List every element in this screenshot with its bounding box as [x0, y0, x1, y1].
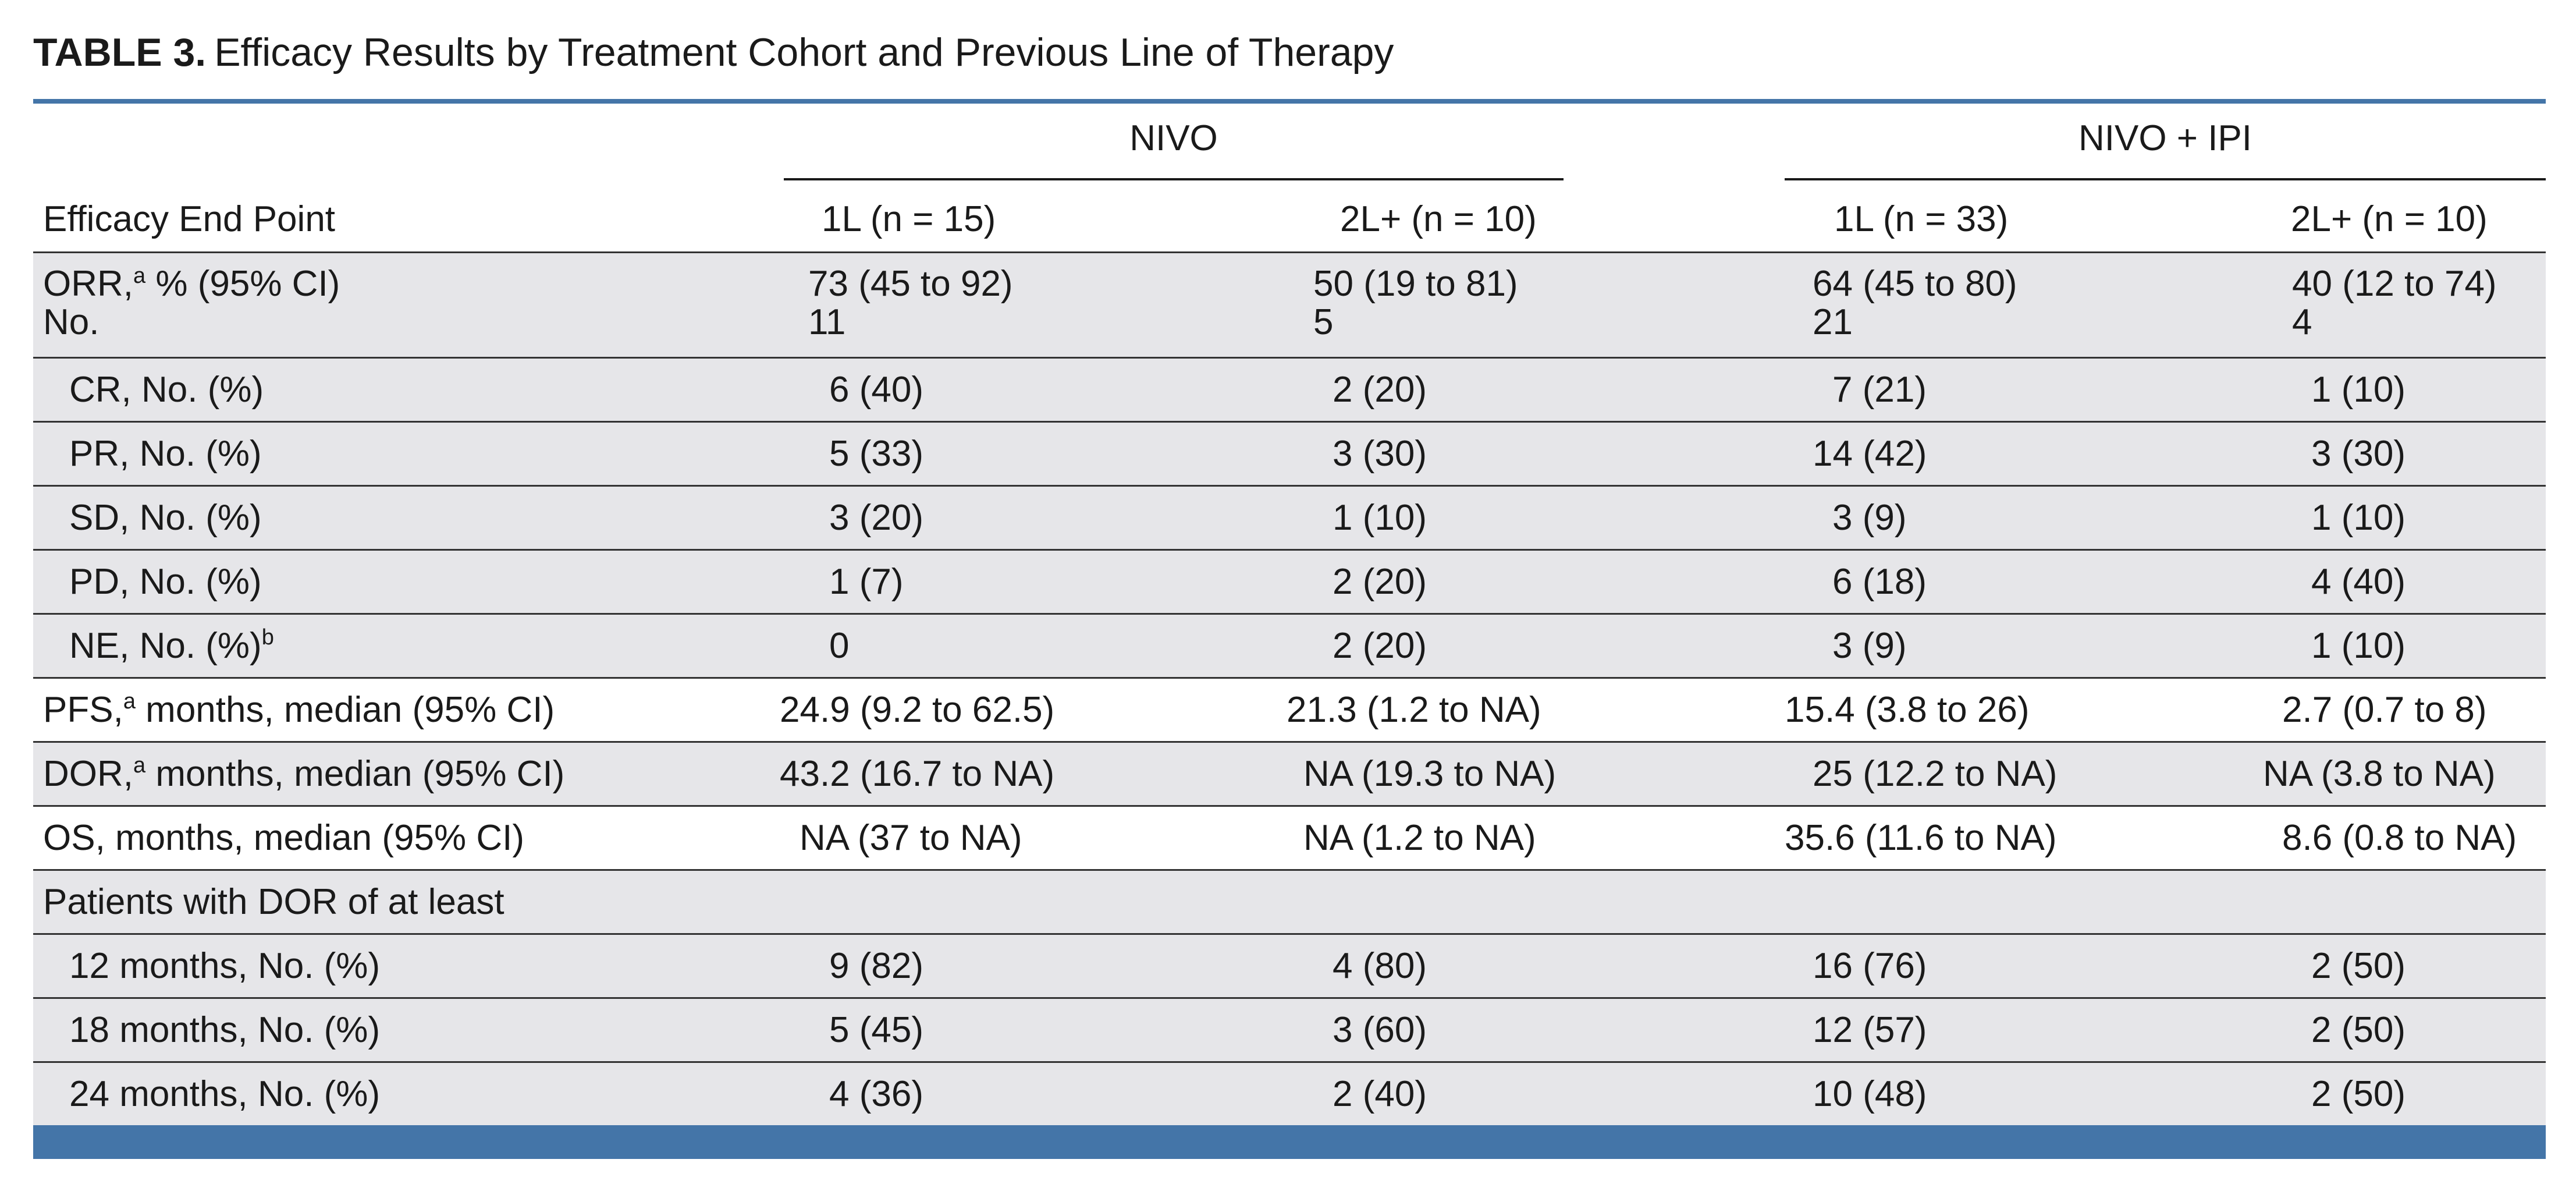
table-row-dor-section: Patients with DOR of at least [33, 871, 2546, 935]
table-cell: 3 (20) [829, 498, 923, 538]
column-header-ipi-2l: 2L+ (n = 10) [2291, 199, 2488, 239]
table-cell: 1 (10) [2311, 498, 2406, 538]
table-row-dor-18: 18 months, No. (%) 5 (45) 3 (60) 12 (57)… [33, 999, 2546, 1063]
table-cell: 24.9 (9.2 to 62.5) [780, 690, 1055, 730]
table-cell: 64 (45 to 80) 21 [1813, 264, 2017, 342]
column-header-nivo-1l: 1L (n = 15) [822, 199, 996, 239]
column-header-ipi-1l: 1L (n = 33) [1834, 199, 2009, 239]
group-nivo: NIVO [1129, 118, 1218, 158]
row-label: OS, months, median (95% CI) [43, 818, 524, 858]
row-label: PD, No. (%) [69, 562, 262, 602]
table-row-ne: NE, No. (%)b 0 2 (20) 3 (9) 1 (10) [33, 615, 2546, 679]
table-cell: 7 (21) [1832, 370, 1927, 410]
table-cell: 3 (60) [1333, 1010, 1427, 1050]
table-row-pr: PR, No. (%) 5 (33) 3 (30) 14 (42) 3 (30) [33, 423, 2546, 487]
table-cell: 4 (40) [2311, 562, 2406, 602]
footnote-a: a [123, 689, 136, 714]
table-row-cr: CR, No. (%) 6 (40) 2 (20) 7 (21) 1 (10) [33, 359, 2546, 423]
table-cell: NA (3.8 to NA) [2263, 754, 2496, 794]
row-label: 12 months, No. (%) [69, 946, 381, 986]
table-row-dor: DOR,a months, median (95% CI) 43.2 (16.7… [33, 743, 2546, 807]
table-cell: 4 (80) [1333, 946, 1427, 986]
footnote-b: b [261, 625, 274, 650]
table-cell: 6 (18) [1832, 562, 1927, 602]
table-row-dor-12: 12 months, No. (%) 9 (82) 4 (80) 16 (76)… [33, 935, 2546, 999]
table-cell: 2 (20) [1333, 562, 1427, 602]
table-cell: 2 (50) [2311, 1010, 2406, 1050]
table-cell: 12 (57) [1813, 1010, 1927, 1050]
row-label: Patients with DOR of at least [43, 882, 504, 922]
table-cell: 2 (50) [2311, 1074, 2406, 1114]
table-cell: 9 (82) [829, 946, 923, 986]
table-cell: 2 (40) [1333, 1074, 1427, 1114]
group-nivo-ipi: NIVO + IPI [2078, 118, 2252, 158]
table-cell: NA (37 to NA) [800, 818, 1022, 858]
table-cell: 3 (30) [2311, 434, 2406, 474]
table-header: NIVO NIVO + IPI Efficacy End Point 1L (n… [33, 104, 2546, 251]
header-rule [33, 251, 2546, 253]
table-cell: 3 (9) [1832, 626, 1907, 666]
footnote-a: a [133, 753, 146, 778]
table-cell: 14 (42) [1813, 434, 1927, 474]
table-number: TABLE 3. [33, 30, 207, 75]
table-cell: 50 (19 to 81) 5 [1313, 264, 1518, 342]
table-figure: TABLE 3. Efficacy Results by Treatment Co… [33, 23, 2546, 1159]
table-cell: 8.6 (0.8 to NA) [2282, 818, 2517, 858]
table-cell: 73 (45 to 92) 11 [808, 264, 1013, 342]
table-cell: 3 (30) [1333, 434, 1427, 474]
row-label: ORR,a % (95% CI) No. [43, 264, 340, 342]
table-cell: 21.3 (1.2 to NA) [1287, 690, 1541, 730]
table-cell: 25 (12.2 to NA) [1813, 754, 2058, 794]
row-label: DOR,a months, median (95% CI) [43, 753, 565, 794]
table-cell: 10 (48) [1813, 1074, 1927, 1114]
table-title: TABLE 3. Efficacy Results by Treatment Co… [33, 23, 2546, 81]
table-row-orr: ORR,a % (95% CI) No. 73 (45 to 92) 11 50 … [33, 253, 2546, 359]
table-cell: 1 (10) [2311, 626, 2406, 666]
row-label: 18 months, No. (%) [69, 1010, 381, 1050]
table-cell: 16 (76) [1813, 946, 1927, 986]
table-row-pd: PD, No. (%) 1 (7) 2 (20) 6 (18) 4 (40) [33, 551, 2546, 615]
bottom-rule [33, 1125, 2546, 1159]
table-cell: 0 [829, 626, 850, 666]
table-cell: 5 (33) [829, 434, 923, 474]
table-cell: 6 (40) [829, 370, 923, 410]
row-sublabel: No. [43, 302, 100, 342]
group-nivo-ipi-rule [1785, 178, 2546, 180]
table-cell: 3 (9) [1832, 498, 1907, 538]
column-header-nivo-2l: 2L+ (n = 10) [1340, 199, 1537, 239]
table-row-sd: SD, No. (%) 3 (20) 1 (10) 3 (9) 1 (10) [33, 487, 2546, 551]
footnote-a: a [133, 264, 146, 288]
table-cell: 2 (20) [1333, 626, 1427, 666]
table-cell: 1 (7) [829, 562, 904, 602]
row-label: PR, No. (%) [69, 434, 262, 474]
table-cell: 2.7 (0.7 to 8) [2282, 690, 2487, 730]
table-cell: NA (1.2 to NA) [1303, 818, 1536, 858]
row-label: 24 months, No. (%) [69, 1074, 381, 1114]
table-cell: 15.4 (3.8 to 26) [1785, 690, 2030, 730]
table-cell: 43.2 (16.7 to NA) [780, 754, 1055, 794]
row-label: NE, No. (%)b [69, 625, 274, 666]
table-body: ORR,a % (95% CI) No. 73 (45 to 92) 11 50 … [33, 253, 2546, 1125]
table-cell: 5 (45) [829, 1010, 923, 1050]
column-header-endpoint: Efficacy End Point [43, 199, 336, 239]
row-label: PFS,a months, median (95% CI) [43, 689, 555, 730]
table-row-pfs: PFS,a months, median (95% CI) 24.9 (9.2 … [33, 679, 2546, 743]
table-cell: 40 (12 to 74) 4 [2292, 264, 2497, 342]
table-cell: NA (19.3 to NA) [1303, 754, 1557, 794]
table-cell: 35.6 (11.6 to NA) [1785, 818, 2057, 858]
top-rule [33, 99, 2546, 104]
table-cell: 1 (10) [1333, 498, 1427, 538]
row-label: SD, No. (%) [69, 498, 262, 538]
row-label: CR, No. (%) [69, 370, 264, 410]
table-row-dor-24: 24 months, No. (%) 4 (36) 2 (40) 10 (48)… [33, 1063, 2546, 1125]
table-cell: 2 (50) [2311, 946, 2406, 986]
table-row-os: OS, months, median (95% CI) NA (37 to NA… [33, 807, 2546, 871]
group-nivo-rule [784, 178, 1564, 180]
table-cell: 4 (36) [829, 1074, 923, 1114]
table-caption: Efficacy Results by Treatment Cohort and… [214, 30, 1394, 75]
table-cell: 2 (20) [1333, 370, 1427, 410]
table-cell: 1 (10) [2311, 370, 2406, 410]
